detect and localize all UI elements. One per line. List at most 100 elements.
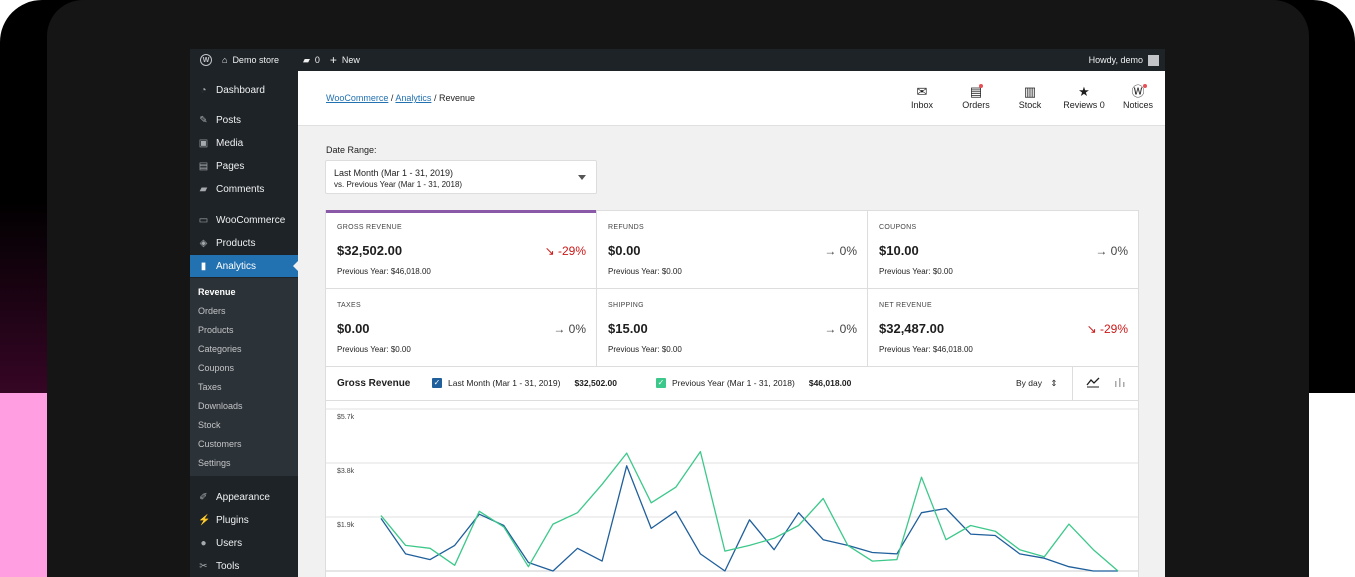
plug-icon: ⚡ [198,514,211,526]
y-tick-label: $5.7k [337,414,355,421]
delta-badge: → 0% [553,322,586,336]
sidebar-item-dashboard[interactable]: ◔ Dashboard [190,79,298,101]
bar-chart-type-button[interactable] [1113,376,1127,391]
y-tick-label: $3.8k [337,468,355,475]
backdrop-white [1300,393,1355,577]
site-name-link[interactable]: ⌂ Demo store [222,55,279,65]
pages-icon: ▤ [198,160,209,172]
tile-coupons[interactable]: COUPONS $10.00 → 0% Previous Year: $0.00 [868,211,1138,289]
brush-icon: ✐ [199,491,208,503]
arrow-right-icon: → [1095,244,1108,258]
sidebar-item-products[interactable]: ◈ Products [199,237,256,249]
arrow-right-icon: → [824,244,837,258]
orders-button[interactable]: ▤ Orders [951,84,1001,110]
summary-tiles: GROSS REVENUE $32,502.00 ↘ -29% Previous… [325,210,1139,367]
submenu-customers[interactable]: Customers [198,439,242,449]
analytics-submenu: Revenue Orders Products Categories Coupo… [190,278,298,476]
backdrop-pink [0,393,52,577]
breadcrumb-current: Revenue [438,93,475,103]
dashboard-icon: ◔ [200,84,207,96]
star-icon: ★ [1078,84,1090,99]
line-chart: $5.7k $3.8k $1.9k [326,408,1138,572]
admin-bar: W ⌂ Demo store ▰ 0 + New Howdy, demo [190,49,1165,71]
legend-previous[interactable]: ✓ Previous Year (Mar 1 - 31, 2018) $46,0… [656,378,852,388]
admin-sidebar: ◔ Dashboard ✎ Posts ▣ Media ▤ Pages ▰ Comment… [190,71,298,577]
stock-button[interactable]: ▥ Stock [1005,84,1055,110]
submenu-revenue[interactable]: Revenue [198,287,236,297]
arrow-right-icon: → [553,322,566,336]
wordpress-icon: W [200,54,212,66]
series-line-previous [380,450,1119,572]
sidebar-item-appearance[interactable]: ✐ Appearance [199,491,270,503]
delta-badge: ↘ -29% [1086,322,1128,336]
sort-arrows-icon: ⇕ [1050,378,1058,388]
delta-badge: → 0% [1095,244,1128,258]
sidebar-item-tools[interactable]: ✂ Tools [199,560,240,572]
submenu-orders[interactable]: Orders [198,306,226,316]
line-chart-type-button[interactable] [1086,376,1100,391]
avatar [1148,54,1159,66]
sidebar-item-plugins[interactable]: ⚡ Plugins [198,514,249,526]
sidebar-item-users[interactable]: ● Users [190,532,298,554]
submenu-coupons[interactable]: Coupons [198,363,235,373]
tile-shipping[interactable]: SHIPPING $15.00 → 0% Previous Year: $0.0… [597,289,868,367]
tile-taxes[interactable]: TAXES $0.00 → 0% Previous Year: $0.00 [326,289,597,367]
bar-chart-icon: ▮ [200,260,207,272]
reviews-button[interactable]: ★ Reviews 0 [1059,84,1109,110]
date-range-compare: vs. Previous Year (Mar 1 - 31, 2018) [334,180,463,189]
inbox-icon: ✉ [916,84,928,99]
box-icon: ◈ [199,237,208,249]
new-content-button[interactable]: + New [329,53,360,67]
sidebar-item-analytics[interactable]: ▮ Analytics [190,255,298,277]
inbox-button[interactable]: ✉ Inbox [897,84,947,110]
home-icon: ⌂ [222,55,228,65]
wrench-icon: ✂ [199,560,208,572]
notices-button[interactable]: Ⓦ Notices [1113,84,1163,110]
series-line-current [380,465,1118,572]
line-chart-icon [1086,377,1100,388]
tile-refunds[interactable]: REFUNDS $0.00 → 0% Previous Year: $0.00 [597,211,868,289]
delta-badge: → 0% [824,244,857,258]
tile-net-revenue[interactable]: NET REVENUE $32,487.00 ↘ -29% Previous Y… [868,289,1138,367]
sidebar-item-media[interactable]: ▣ Media [198,137,244,149]
submenu-downloads[interactable]: Downloads [198,401,243,411]
page-header: WooCommerce / Analytics / Revenue ✉ Inbox… [298,71,1165,126]
tile-gross-revenue[interactable]: GROSS REVENUE $32,502.00 ↘ -29% Previous… [326,210,597,289]
browser-screen: W ⌂ Demo store ▰ 0 + New Howdy, demo ◔ Dashb… [190,49,1165,577]
divider [1072,367,1073,401]
chevron-down-icon [578,175,586,180]
interval-select[interactable]: By day ⇕ [1016,378,1058,388]
breadcrumb-analytics-link[interactable]: Analytics [395,93,432,103]
sidebar-item-comments[interactable]: ▰ Comments [199,183,265,195]
submenu-products[interactable]: Products [198,325,234,335]
date-range-primary: Last Month (Mar 1 - 31, 2019) [334,168,454,178]
comment-icon: ▰ [199,183,208,195]
sidebar-item-posts[interactable]: ✎ Posts [199,114,242,126]
submenu-categories[interactable]: Categories [198,344,242,354]
submenu-stock[interactable]: Stock [198,420,221,430]
plus-icon: + [329,53,337,67]
arrow-down-right-icon: ↘ [1086,322,1097,336]
legend-current[interactable]: ✓ Last Month (Mar 1 - 31, 2019) $32,502.… [432,378,617,388]
y-tick-label: $1.9k [337,522,355,529]
bar-chart-icon [1115,378,1125,387]
delta-badge: → 0% [824,322,857,336]
date-range-picker[interactable]: Last Month (Mar 1 - 31, 2019) vs. Previo… [325,160,597,194]
arrow-down-right-icon: ↘ [544,244,555,258]
breadcrumb: WooCommerce / Analytics / Revenue [326,93,475,103]
comments-link[interactable]: ▰ 0 [302,54,320,66]
account-menu[interactable]: Howdy, demo [1089,54,1159,66]
breadcrumb-woocommerce-link[interactable]: WooCommerce [326,93,389,103]
wordpress-logo-button[interactable]: W [200,54,212,66]
user-icon: ● [200,537,207,549]
chart-title: Gross Revenue [337,378,411,389]
sidebar-item-woocommerce[interactable]: ▭ WooCommerce [198,214,286,226]
woo-icon: ▭ [198,214,209,226]
sidebar-item-pages[interactable]: ▤ Pages [198,160,245,172]
submenu-settings[interactable]: Settings [198,458,231,468]
date-range-label: Date Range: [326,145,377,155]
comment-icon: ▰ [302,54,310,65]
clipboard-icon: ▥ [1023,84,1037,99]
submenu-taxes[interactable]: Taxes [198,382,222,392]
arrow-right-icon: → [824,322,837,336]
